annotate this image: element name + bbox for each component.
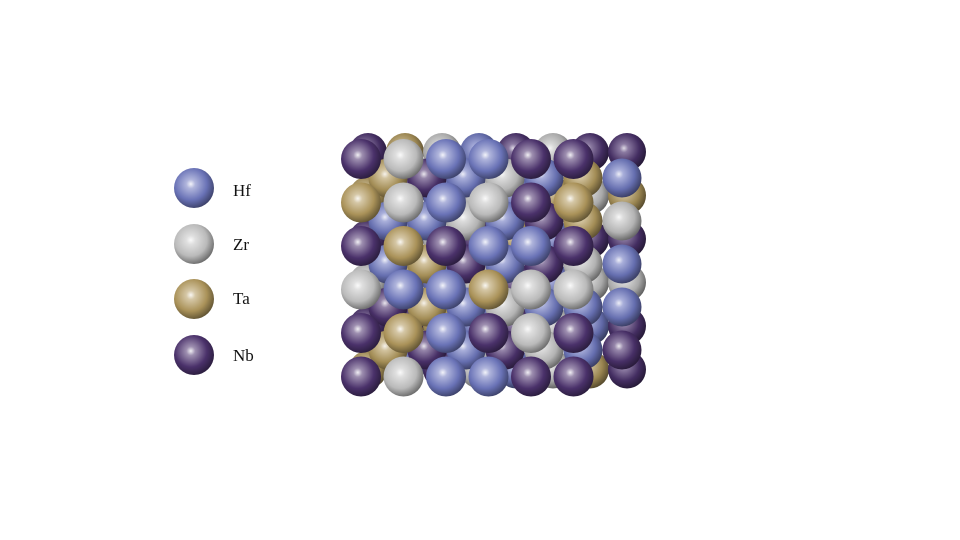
nb-atom-front [468, 313, 509, 353]
hf-atom-front [383, 269, 424, 310]
hf-atom-front [426, 356, 466, 397]
legend-item-zr: Zr [174, 224, 249, 264]
zr-atom-front [511, 269, 551, 310]
hf-atom-front [426, 139, 466, 179]
ta-sphere-icon [174, 279, 214, 319]
hf-atom-front [468, 356, 509, 397]
ta-atom-front [341, 182, 381, 223]
hf-atom-mid [602, 158, 642, 198]
legend-item-hf: Hf [174, 168, 251, 208]
legend-label-zr: Zr [233, 235, 249, 254]
nb-atom-mid [602, 330, 642, 370]
zr-atom-front [511, 313, 551, 353]
nb-atom-front [553, 356, 594, 397]
legend-label-nb: Nb [233, 346, 254, 365]
hf-atom-mid [602, 244, 642, 284]
zr-atom-front [341, 269, 381, 310]
zr-atom-front [553, 269, 594, 310]
ta-atom-front [553, 182, 594, 223]
legend-item-nb: Nb [174, 335, 254, 375]
zr-atom-front [468, 182, 509, 223]
legend-label-hf: Hf [233, 181, 251, 200]
legend: Hf Zr Ta Nb [174, 168, 254, 375]
nb-atom-front [511, 182, 551, 223]
ta-atom-front [383, 226, 424, 266]
ta-atom-front [383, 313, 424, 353]
hf-atom-front [468, 226, 509, 266]
ta-atom-front [468, 269, 509, 310]
nb-atom-front [553, 313, 594, 353]
hf-atom-mid [602, 287, 642, 327]
zr-atom-front [383, 182, 424, 223]
atom-cluster [341, 133, 646, 397]
zr-atom-mid [602, 201, 642, 241]
legend-label-ta: Ta [233, 289, 250, 308]
nb-atom-front [511, 139, 551, 179]
hf-atom-front [426, 313, 466, 353]
nb-atom-front [511, 356, 551, 397]
zr-atom-front [383, 356, 424, 397]
hf-sphere-icon [174, 168, 214, 208]
zr-atom-front [383, 139, 424, 179]
nb-atom-front [426, 226, 466, 266]
hf-atom-front [426, 182, 466, 223]
nb-atom-front [341, 356, 381, 397]
zr-sphere-icon [174, 224, 214, 264]
hf-atom-front [468, 139, 509, 179]
hf-atom-front [511, 226, 551, 266]
hf-atom-front [426, 269, 466, 310]
nb-atom-front [553, 139, 594, 179]
nb-atom-front [341, 313, 381, 353]
nb-atom-front [553, 226, 594, 266]
nb-atom-front [341, 226, 381, 266]
legend-item-ta: Ta [174, 279, 250, 319]
nb-atom-front [341, 139, 381, 179]
nb-sphere-icon [174, 335, 214, 375]
